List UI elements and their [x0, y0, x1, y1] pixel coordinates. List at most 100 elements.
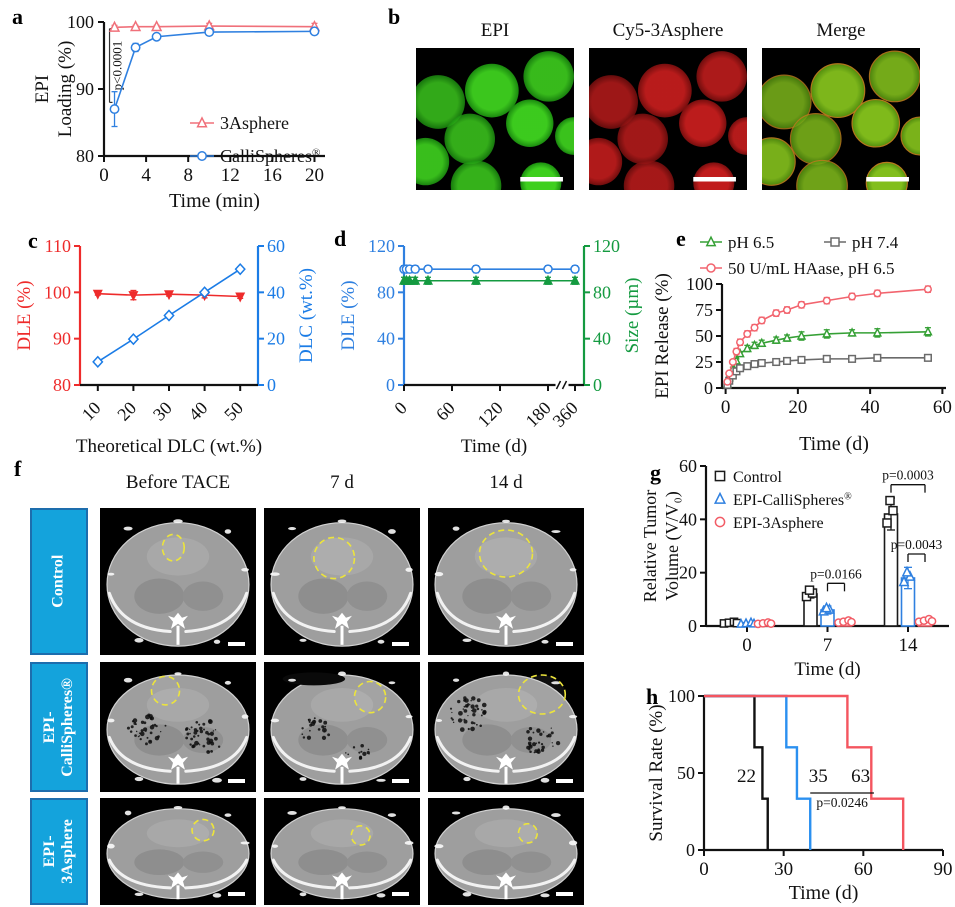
svg-text:0: 0: [593, 375, 602, 395]
svg-text:p=0.0246: p=0.0246: [816, 795, 868, 810]
svg-text:100: 100: [67, 12, 94, 32]
svg-text:10: 10: [78, 398, 105, 425]
svg-text:p<0.0001: p<0.0001: [110, 41, 125, 91]
panel-b-title-cy5: Cy5-3Asphere: [612, 20, 724, 41]
panel-a-epi-loading-chart: 80 90 100 0 4 8 12 16 20 Time (min) EPI Loading (%)…: [32, 12, 325, 212]
svg-text:90: 90: [76, 79, 94, 99]
svg-text:DLC (wt.%): DLC (wt.%): [296, 268, 317, 363]
panel-b-merge-image: [762, 48, 920, 190]
svg-text:120: 120: [368, 236, 395, 256]
svg-text:DLE (%): DLE (%): [338, 280, 359, 350]
svg-text:80: 80: [377, 282, 395, 302]
svg-text:20: 20: [267, 329, 285, 349]
svg-text:Theoretical DLC (wt.%): Theoretical DLC (wt.%): [76, 436, 262, 457]
svg-text:EPI-CalliSpheres®: EPI-CalliSpheres®: [733, 492, 852, 509]
svg-text:0: 0: [267, 375, 276, 395]
svg-text:Survival Rate (%): Survival Rate (%): [646, 704, 667, 841]
svg-text:50: 50: [677, 763, 695, 783]
svg-text:20: 20: [113, 398, 140, 425]
panel-b-cy5-image: [589, 48, 747, 190]
svg-text:120: 120: [593, 236, 620, 256]
ct-image-control-7d: [264, 508, 420, 655]
svg-text:20: 20: [305, 165, 324, 186]
svg-text:90: 90: [934, 859, 953, 880]
svg-text:60: 60: [854, 859, 873, 880]
panel-label-g: g: [650, 460, 661, 485]
panel-f-row-label-callispheres: EPI- CalliSpheres®: [30, 662, 88, 792]
svg-text:Control: Control: [733, 469, 782, 486]
svg-text:40: 40: [593, 329, 611, 349]
svg-text:3Asphere: 3Asphere: [220, 113, 289, 133]
svg-text:30: 30: [149, 398, 176, 425]
svg-text:Time (d): Time (d): [794, 659, 860, 680]
svg-text:0: 0: [699, 859, 709, 880]
svg-text:60: 60: [679, 456, 697, 476]
svg-text:50 U/mL HAase, pH 6.5: 50 U/mL HAase, pH 6.5: [728, 259, 895, 278]
svg-text:4: 4: [141, 165, 151, 186]
svg-text:63: 63: [851, 766, 870, 787]
svg-text:60: 60: [933, 397, 952, 418]
svg-text:Volume (V/V₀): Volume (V/V₀): [662, 491, 683, 600]
panel-b-title-epi: EPI: [480, 20, 510, 41]
row-label-line: 3Asphere: [59, 819, 76, 884]
panel-label-a: a: [12, 4, 23, 29]
svg-text:Relative Tumor: Relative Tumor: [640, 490, 660, 603]
svg-text:90: 90: [53, 329, 71, 349]
svg-text:p=0.0003: p=0.0003: [882, 468, 934, 483]
ct-image-control-before: [100, 508, 256, 655]
svg-text:50: 50: [220, 398, 247, 425]
svg-text:110: 110: [45, 236, 71, 256]
svg-text:80: 80: [593, 282, 611, 302]
svg-text:60: 60: [432, 398, 459, 425]
panel-f-col-header-before: Before TACE: [125, 472, 231, 493]
svg-text:40: 40: [861, 397, 880, 418]
ct-image-control-14d: [428, 508, 584, 655]
svg-text:20: 20: [788, 397, 807, 418]
svg-text:40: 40: [679, 509, 697, 529]
row-label-line: EPI-: [40, 711, 58, 743]
svg-text:40: 40: [377, 329, 395, 349]
svg-text:40: 40: [185, 398, 212, 425]
svg-text:Time (d): Time (d): [799, 433, 869, 454]
ct-image-3asphere-before: [100, 798, 256, 905]
panel-f-col-header-7d: 7 d: [330, 472, 354, 493]
svg-text:Time (d): Time (d): [789, 882, 859, 904]
ct-image-3asphere-14d: [428, 798, 584, 905]
svg-text:30: 30: [774, 859, 793, 880]
row-label-line: Control: [49, 554, 67, 609]
panel-f-col-header-14d: 14 d: [489, 472, 523, 493]
panel-g-tumor-volume-chart: 0 20 40 60 0 7 14 Time (d) Relative Tumor Volume …: [640, 456, 949, 680]
svg-text:0: 0: [390, 398, 411, 419]
svg-text:60: 60: [267, 236, 285, 256]
panel-label-c: c: [28, 228, 38, 253]
svg-text:8: 8: [183, 165, 193, 186]
panel-label-d: d: [334, 226, 347, 251]
panel-b-epi-image: [416, 48, 574, 190]
svg-text:80: 80: [53, 375, 71, 395]
svg-text:100: 100: [686, 274, 713, 294]
svg-text:EPI Release (%): EPI Release (%): [652, 273, 673, 399]
svg-text:p=0.0043: p=0.0043: [891, 537, 943, 552]
svg-text:40: 40: [267, 282, 285, 302]
svg-text:0: 0: [742, 635, 752, 656]
svg-text:EPI-3Asphere: EPI-3Asphere: [733, 515, 824, 532]
svg-text:80: 80: [76, 146, 94, 166]
panel-h-survival-chart: 0 50 100 0 30 60 90 Time (d) Survival Rate (%) 22…: [646, 686, 953, 904]
svg-text:0: 0: [721, 397, 731, 418]
svg-text:0: 0: [688, 616, 697, 636]
svg-text:12: 12: [221, 165, 240, 186]
svg-text:DLE (%): DLE (%): [14, 280, 35, 350]
svg-text:75: 75: [695, 300, 713, 320]
svg-text:pH 6.5: pH 6.5: [728, 233, 774, 252]
panel-b-title-merge: Merge: [816, 20, 866, 41]
svg-text:p=0.0166: p=0.0166: [810, 566, 862, 581]
svg-text:100: 100: [668, 686, 695, 706]
panel-f-row-label-3asphere: EPI- 3Asphere: [30, 798, 88, 905]
panel-label-e: e: [676, 226, 686, 251]
svg-text:Loading (%): Loading (%): [55, 41, 76, 138]
panel-label-h: h: [646, 684, 659, 709]
svg-text:35: 35: [809, 766, 828, 787]
panel-c-dle-dlc-chart: 80 90 100 110 0 20 40 60 10 20 30 40 50 Theoretical D…: [14, 236, 317, 457]
